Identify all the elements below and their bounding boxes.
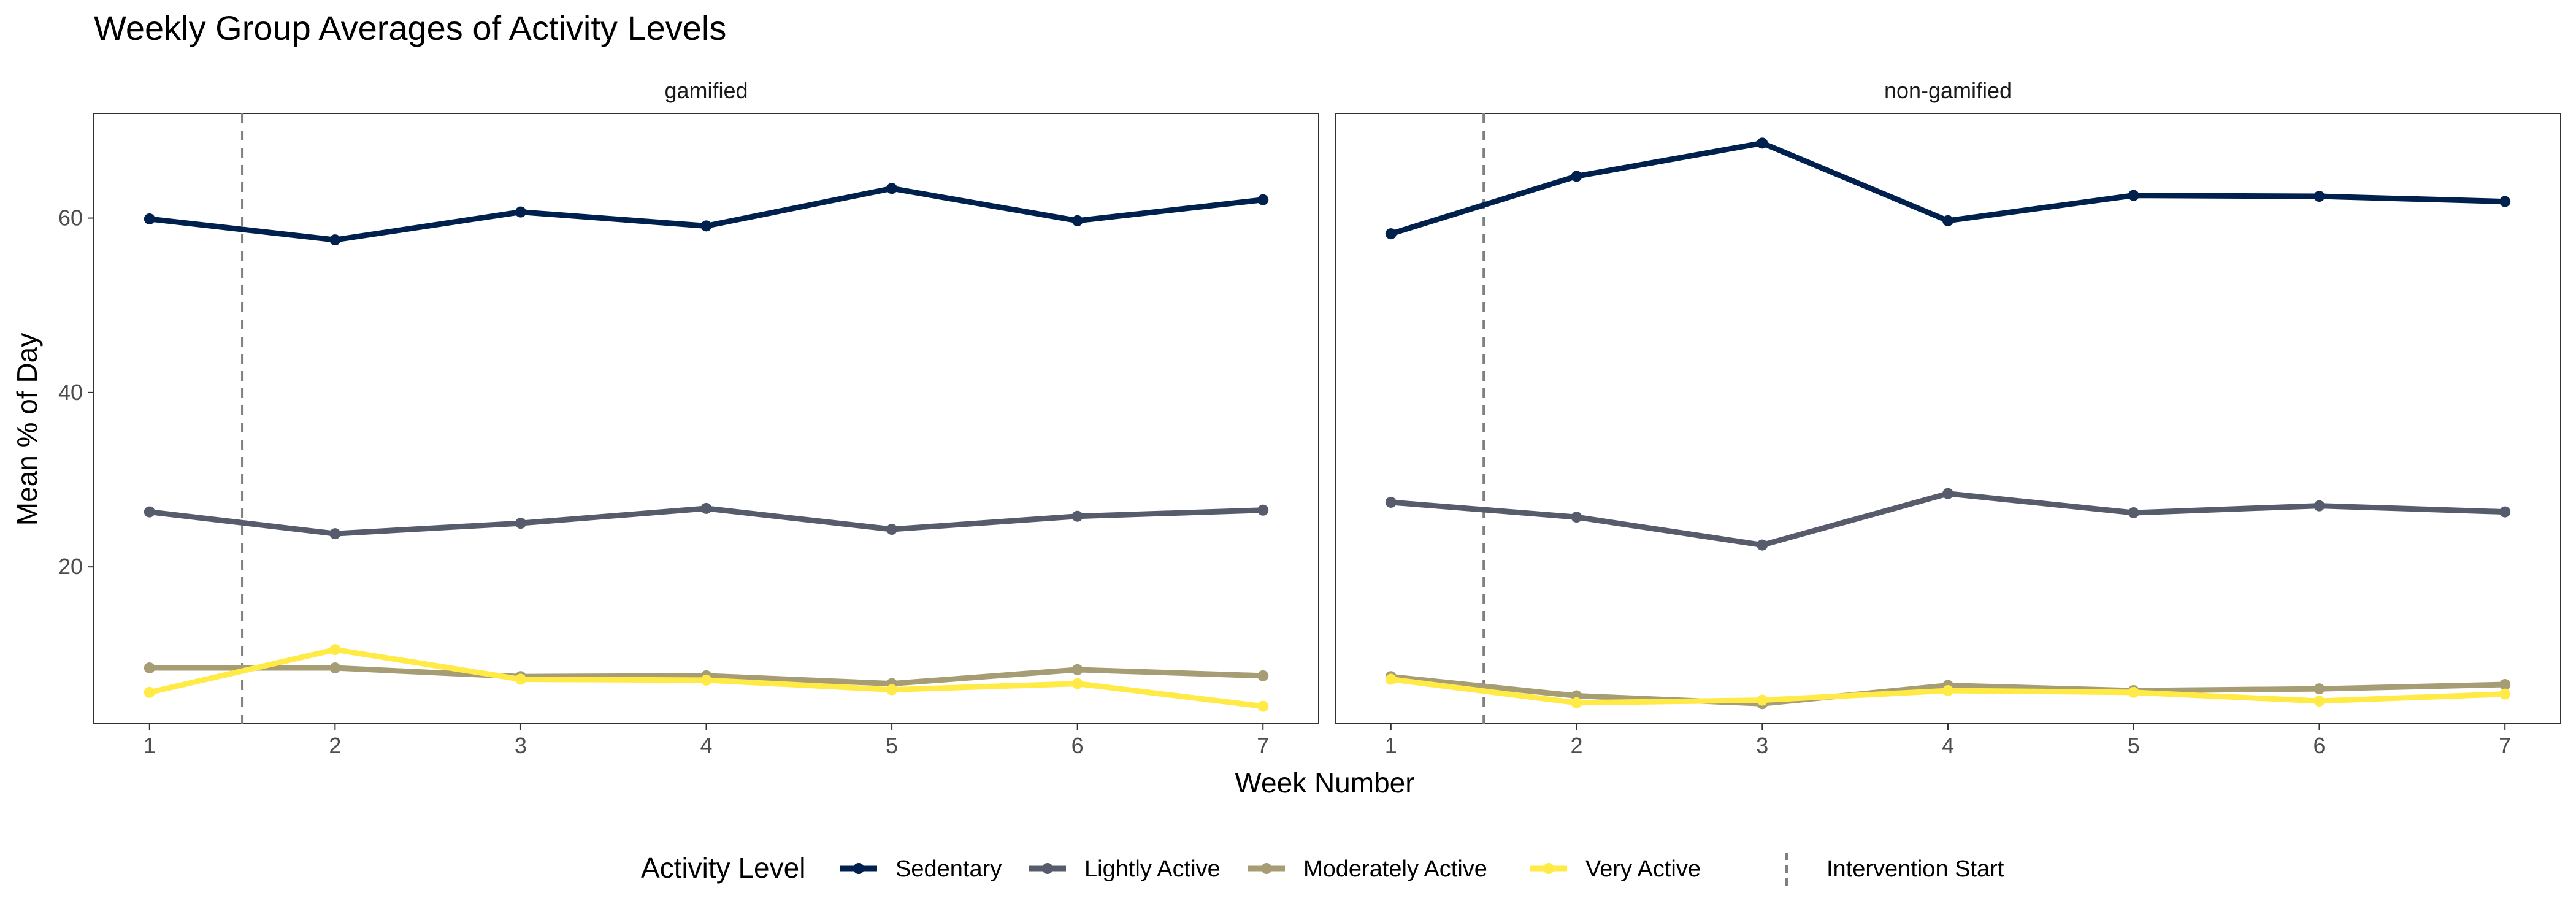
data-point-sedentary (144, 213, 155, 224)
panel-strip-label: non-gamified (1884, 78, 2012, 103)
data-point-sedentary (700, 220, 712, 232)
data-point-lightly-active (1257, 504, 1269, 516)
data-point-lightly-active (1571, 512, 1582, 523)
data-point-sedentary (515, 206, 526, 218)
y-tick-label: 20 (58, 554, 83, 579)
data-point-sedentary (1942, 215, 1953, 226)
data-point-very-active (1757, 694, 1768, 706)
data-point-sedentary (1385, 228, 1397, 240)
data-point-very-active (515, 673, 526, 685)
data-point-very-active (2128, 686, 2139, 698)
x-axis-title: Week Number (1235, 767, 1414, 799)
legend: Activity Level Sedentary Lightly Active Mo… (641, 852, 2004, 888)
data-point-lightly-active (1385, 496, 1397, 508)
panel-gamified: gamified 1 2 3 4 5 6 7 20 40 60 (58, 78, 1319, 758)
data-point-sedentary (2313, 191, 2325, 202)
x-tick-label: 4 (700, 733, 712, 758)
y-tick-label: 60 (58, 205, 83, 231)
y-axis-title: Mean % of Day (11, 333, 43, 526)
data-point-lightly-active (1071, 510, 1083, 522)
data-point-sedentary (329, 234, 341, 246)
x-tick-label: 5 (2128, 733, 2140, 758)
legend-key-point-sedentary (853, 863, 864, 874)
data-point-sedentary (886, 183, 898, 194)
data-point-lightly-active (144, 506, 155, 518)
panel-non-gamified: non-gamified 1 2 3 4 5 6 7 (1335, 78, 2561, 758)
x-tick-label: 4 (1942, 733, 1954, 758)
x-tick-label: 5 (886, 733, 898, 758)
data-point-very-active (1571, 697, 1582, 708)
data-point-lightly-active (700, 502, 712, 514)
series-line-sedentary (147, 185, 1266, 243)
panel-strip-label: gamified (664, 78, 748, 103)
data-point-moderately-active (1071, 664, 1083, 675)
data-point-moderately-active (2499, 679, 2511, 691)
data-point-very-active (886, 684, 898, 696)
legend-key-point-lightly-active (1042, 863, 1053, 874)
data-point-sedentary (1257, 194, 1269, 205)
panels: gamified 1 2 3 4 5 6 7 20 40 60 non-gamified 1 2 3 4 5 6 7 (58, 78, 2561, 758)
data-point-moderately-active (329, 662, 341, 674)
data-point-very-active (1942, 684, 1953, 696)
data-point-lightly-active (329, 528, 341, 540)
data-point-very-active (2313, 696, 2325, 707)
x-tick-label: 6 (1071, 733, 1084, 758)
data-point-very-active (329, 644, 341, 656)
data-point-lightly-active (1757, 539, 1768, 551)
data-point-sedentary (1757, 137, 1768, 149)
data-point-very-active (144, 686, 155, 698)
chart-title: Weekly Group Averages of Activity Levels (94, 9, 726, 47)
data-point-lightly-active (2128, 507, 2139, 519)
data-point-lightly-active (2313, 500, 2325, 512)
legend-label-very-active: Very Active (1585, 856, 1701, 882)
x-tick-label: 3 (515, 733, 527, 758)
x-tick-label: 2 (329, 733, 341, 758)
legend-key-point-moderately-active (1261, 863, 1272, 874)
x-tick-label: 1 (144, 733, 156, 758)
legend-label-lightly-active: Lightly Active (1084, 856, 1221, 882)
legend-label-moderately-active: Moderately Active (1303, 856, 1487, 882)
data-point-moderately-active (2313, 683, 2325, 695)
legend-title: Activity Level (641, 852, 805, 884)
x-tick-label: 2 (1571, 733, 1583, 758)
x-tick-label: 1 (1385, 733, 1397, 758)
data-point-sedentary (1571, 171, 1582, 182)
data-point-sedentary (1071, 215, 1083, 226)
y-tick-label: 40 (58, 380, 83, 405)
data-point-lightly-active (515, 518, 526, 529)
data-point-very-active (1385, 673, 1397, 685)
data-point-lightly-active (886, 524, 898, 535)
data-point-very-active (1257, 700, 1269, 712)
data-point-sedentary (2128, 190, 2139, 201)
data-point-lightly-active (1942, 488, 1953, 499)
data-point-very-active (700, 674, 712, 686)
data-point-sedentary (2499, 196, 2511, 207)
series-line-lightly-active (1388, 491, 2508, 548)
legend-label-sedentary: Sedentary (895, 856, 1002, 882)
legend-label-intervention-start: Intervention Start (1827, 856, 2004, 882)
data-point-moderately-active (144, 662, 155, 674)
legend-key-point-very-active (1543, 863, 1554, 874)
data-point-very-active (1071, 678, 1083, 689)
panel-border (1335, 113, 2561, 724)
panel-border (93, 113, 1319, 724)
data-point-moderately-active (1257, 670, 1269, 681)
x-tick-label: 3 (1756, 733, 1768, 758)
data-point-lightly-active (2499, 506, 2511, 518)
x-tick-label: 7 (2499, 733, 2511, 758)
data-point-very-active (2499, 688, 2511, 700)
x-tick-label: 7 (1257, 733, 1269, 758)
x-tick-label: 6 (2313, 733, 2325, 758)
